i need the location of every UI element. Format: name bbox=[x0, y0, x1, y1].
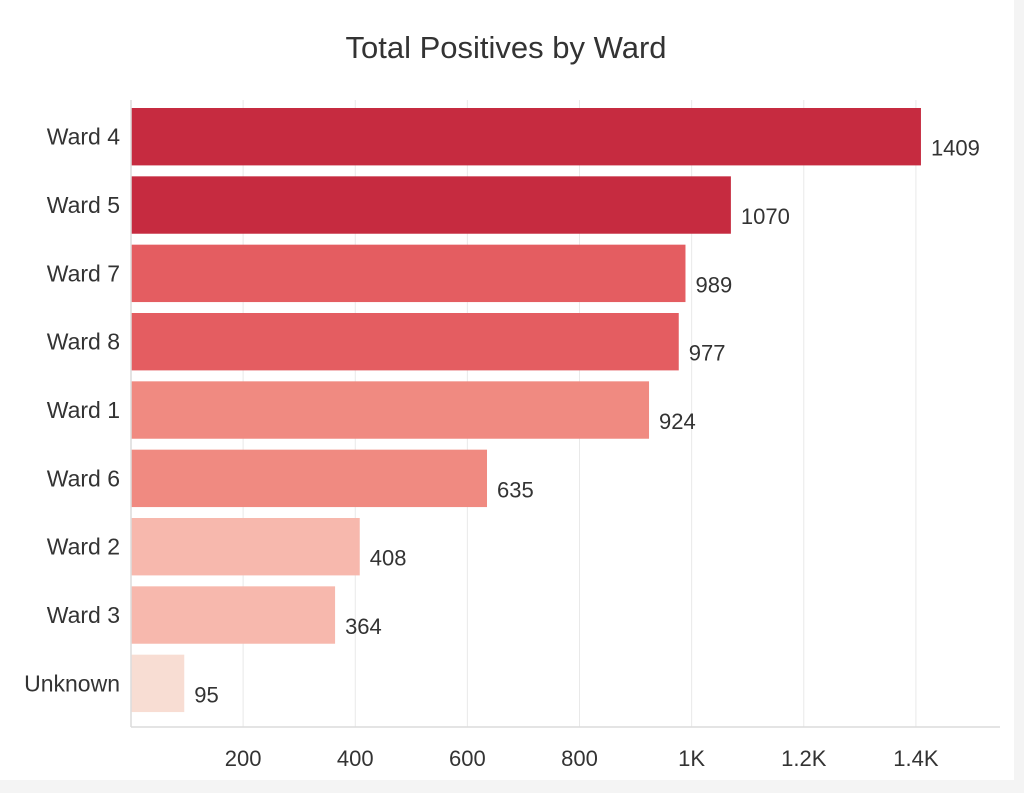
bar[interactable] bbox=[131, 586, 336, 644]
bar[interactable] bbox=[131, 313, 679, 371]
category-label: Unknown bbox=[24, 670, 120, 696]
chart-card: Total Positives by Ward Ward 4 Ward 5 Ward… bbox=[0, 0, 1014, 780]
x-tick-label: 1.4K bbox=[893, 746, 939, 771]
category-label: Ward 1 bbox=[47, 397, 120, 423]
x-axis-ticks: 200 400 600 800 1K 1.2K 1.4K bbox=[225, 746, 939, 771]
bar[interactable] bbox=[131, 518, 360, 576]
category-labels: Ward 4 Ward 5 Ward 7 Ward 8 Ward 1 Ward 6 Ward… bbox=[24, 124, 120, 697]
x-tick-label: 1.2K bbox=[781, 746, 827, 771]
value-label: 1409 bbox=[931, 136, 980, 161]
bar[interactable] bbox=[131, 449, 488, 508]
category-label: Ward 5 bbox=[47, 192, 120, 218]
value-label: 95 bbox=[194, 682, 218, 707]
category-label: Ward 3 bbox=[47, 602, 120, 628]
value-label: 924 bbox=[659, 409, 696, 434]
value-label: 635 bbox=[497, 477, 534, 502]
value-label: 408 bbox=[370, 546, 407, 571]
chart-title: Total Positives by Ward bbox=[345, 30, 666, 65]
x-tick-label: 1K bbox=[678, 746, 705, 771]
value-label: 977 bbox=[689, 341, 726, 366]
value-labels: 1409 1070 989 977 924 635 408 364 95 bbox=[194, 136, 980, 708]
value-label: 364 bbox=[345, 614, 382, 639]
x-tick-label: 400 bbox=[337, 746, 374, 771]
x-tick-label: 800 bbox=[561, 746, 598, 771]
value-label: 989 bbox=[695, 272, 732, 297]
x-tick-label: 200 bbox=[225, 746, 262, 771]
bar[interactable] bbox=[131, 176, 731, 234]
category-label: Ward 7 bbox=[47, 260, 120, 286]
bars bbox=[131, 108, 921, 713]
bar[interactable] bbox=[131, 654, 185, 713]
category-label: Ward 8 bbox=[47, 329, 120, 355]
bar[interactable] bbox=[131, 244, 686, 303]
category-label: Ward 4 bbox=[47, 124, 120, 150]
value-label: 1070 bbox=[741, 204, 790, 229]
category-label: Ward 6 bbox=[47, 465, 120, 491]
bar[interactable] bbox=[131, 108, 921, 166]
bar[interactable] bbox=[131, 381, 650, 439]
x-tick-label: 600 bbox=[449, 746, 486, 771]
category-label: Ward 2 bbox=[47, 534, 120, 560]
